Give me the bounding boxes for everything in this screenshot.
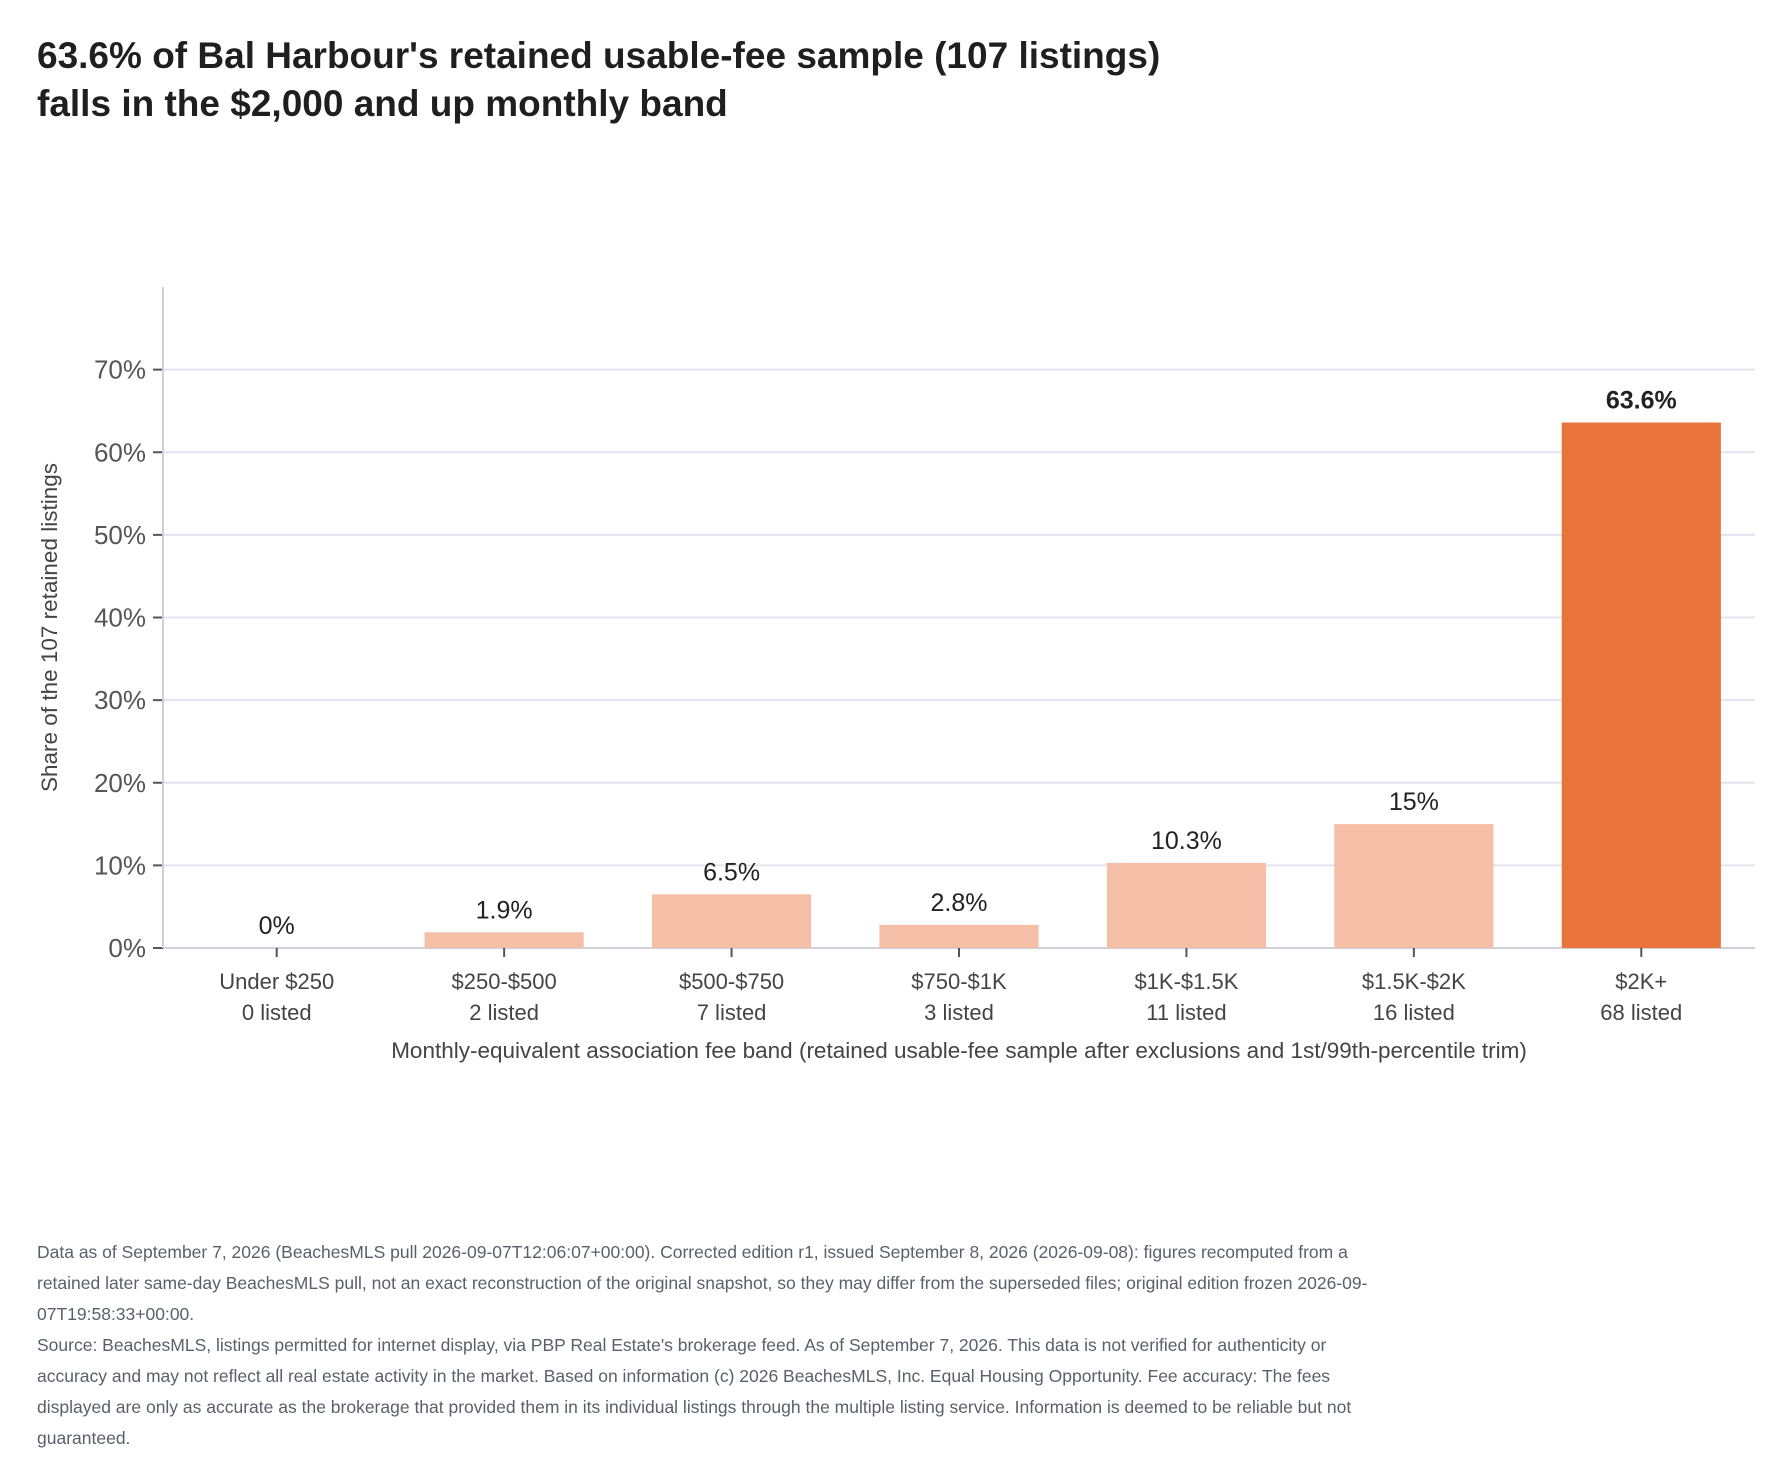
y-tick-label: 50% <box>94 520 146 550</box>
bar-value-label: 2.8% <box>931 889 988 917</box>
y-tick-label: 70% <box>94 355 146 385</box>
x-category-label: $500-$750 <box>679 969 784 994</box>
bar-value-label: 1.9% <box>476 896 533 924</box>
y-tick-label: 10% <box>94 850 146 880</box>
x-category-label: Under $250 <box>219 969 334 994</box>
y-axis-title: Share of the 107 retained listings <box>37 463 62 792</box>
footnotes: Data as of September 7, 2026 (BeachesMLS… <box>37 1237 1377 1454</box>
data-note: Data as of September 7, 2026 (BeachesMLS… <box>37 1242 1368 1324</box>
bar <box>1106 862 1267 948</box>
x-category-label: $750-$1K <box>911 969 1007 994</box>
axes <box>153 287 1755 957</box>
bar-value-label: 63.6% <box>1606 387 1677 415</box>
bar-value-label: 15% <box>1389 788 1439 816</box>
gridlines <box>163 368 1755 867</box>
x-category-label: $1.5K-$2K <box>1362 969 1466 994</box>
bar-value-label: 10.3% <box>1151 827 1222 855</box>
y-tick-label: 30% <box>94 685 146 715</box>
bar-value-label: 0% <box>259 912 295 940</box>
bar <box>1334 824 1494 948</box>
chart-title: 63.6% of Bal Harbour's retained usable-f… <box>37 32 1537 128</box>
x-count-label: 2 listed <box>469 1000 539 1025</box>
x-category-label: $2K+ <box>1615 969 1667 994</box>
x-count-label: 3 listed <box>924 1000 994 1025</box>
y-tick-label: 0% <box>108 933 146 963</box>
y-tick-label: 60% <box>94 437 146 467</box>
y-tick-label: 20% <box>94 768 146 798</box>
chart-title-line-1: 63.6% of Bal Harbour's retained usable-f… <box>37 35 1161 76</box>
bar-value-label: 6.5% <box>703 858 760 886</box>
x-count-label: 11 listed <box>1146 1000 1226 1025</box>
x-count-label: 0 listed <box>242 1000 312 1025</box>
x-category-label: $1K-$1.5K <box>1134 969 1238 994</box>
bars <box>424 422 1721 948</box>
chart-title-line-2: falls in the $2,000 and up monthly band <box>37 83 728 124</box>
bar <box>651 894 812 948</box>
labels: 0% 10% 20% 30% 40% 50% 60% 70% 0% Under $250 0 lis… <box>94 355 1682 1025</box>
source-note: Source: BeachesMLS, listings permitted f… <box>37 1335 1352 1448</box>
bar <box>424 932 584 948</box>
x-axis-title: Monthly-equivalent association fee band … <box>391 1038 1527 1063</box>
bar-chart: 0% 10% 20% 30% 40% 50% 60% 70% 0% Under $250 0 lis… <box>37 287 1755 1063</box>
x-category-label: $250-$500 <box>452 969 557 994</box>
bar <box>1561 422 1721 948</box>
y-tick-label: 40% <box>94 603 146 633</box>
bar <box>879 924 1039 948</box>
x-count-label: 7 listed <box>697 1000 767 1025</box>
x-count-label: 68 listed <box>1600 1000 1682 1025</box>
x-count-label: 16 listed <box>1373 1000 1455 1025</box>
